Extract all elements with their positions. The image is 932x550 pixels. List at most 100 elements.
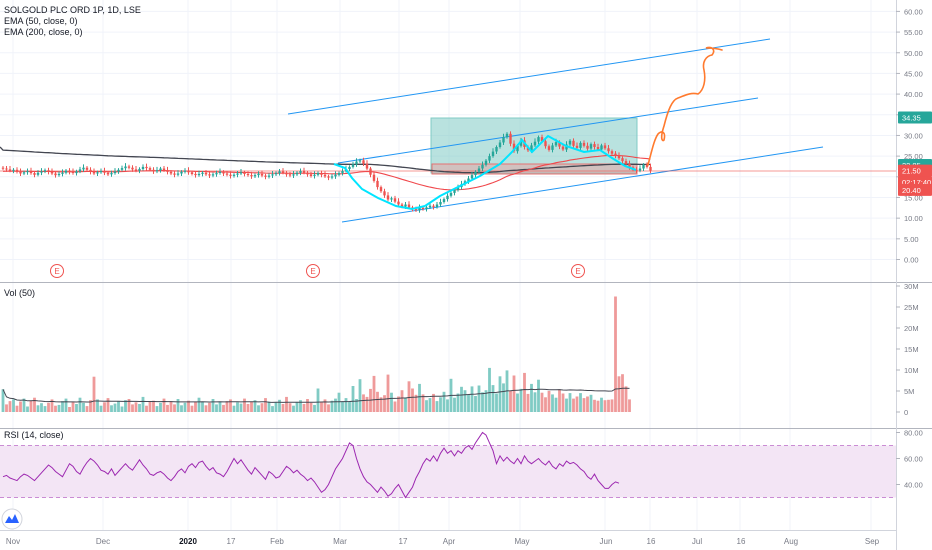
volume-axis[interactable]: 30M 25M 20M 15M 10M 5M 0 (896, 282, 919, 417)
volume-bar (565, 398, 568, 412)
volume-tick-label: 15M (904, 345, 919, 354)
candle (19, 168, 22, 176)
time-axis[interactable]: Nov Dec 2020 17 Feb Mar 17 Apr May Jun 16 Jul 16 Aug S… (6, 537, 880, 546)
time-tick-label: Aug (784, 537, 798, 546)
channel-line-2[interactable] (337, 97, 759, 164)
volume-bar (624, 386, 628, 412)
volume-bar (568, 393, 572, 412)
volume-bar (526, 393, 530, 412)
volume-bar (131, 404, 134, 412)
channel-line-1[interactable] (287, 38, 771, 115)
candle (232, 173, 236, 178)
volume-bar (267, 401, 271, 412)
candle (243, 170, 246, 177)
volume-bar (341, 401, 344, 412)
volume-bar (85, 406, 89, 412)
volume-bar (103, 402, 106, 412)
pattern-line-right[interactable] (424, 134, 637, 207)
candle (120, 165, 124, 172)
earnings-marker[interactable]: E (50, 264, 64, 278)
earnings-marker[interactable]: E (306, 264, 320, 278)
volume-bar (159, 402, 162, 412)
candle (509, 131, 512, 147)
volume-bar (463, 390, 467, 412)
candle (215, 170, 218, 177)
candle (152, 167, 155, 174)
symbol-title[interactable]: SOLGOLD PLC ORD 1P, 1D, LSE (4, 5, 141, 15)
candle (586, 142, 589, 152)
candle (204, 170, 208, 176)
ema50-legend[interactable]: EMA (50, close, 0) (4, 16, 78, 26)
rsi-tick-label: 40.00 (904, 481, 923, 490)
volume-bar (288, 403, 292, 412)
candle (295, 171, 299, 176)
volume-bar (362, 394, 365, 412)
candle (96, 170, 99, 176)
rsi-axis[interactable]: 80.00 60.00 40.00 (896, 429, 923, 490)
volume-bar (134, 402, 138, 412)
candle (82, 164, 85, 172)
volume-bar (197, 397, 201, 412)
rsi-legend[interactable]: RSI (14, close) (4, 430, 64, 440)
volume-bar (243, 398, 246, 412)
volume-bar (491, 385, 495, 412)
candle (131, 165, 134, 172)
price-label-badge: 21.50 (898, 164, 932, 177)
candle (194, 171, 197, 178)
candle (110, 170, 113, 177)
candle (477, 166, 481, 174)
volume-bar (540, 392, 544, 412)
volume-bar (607, 399, 610, 412)
volume-bar (302, 404, 306, 412)
volume-bar (442, 391, 446, 412)
volume-bar (117, 401, 120, 412)
price-axis[interactable]: 60.0055.0050.0045.0040.0035.0030.0025.00… (896, 7, 923, 265)
volume-bar (12, 399, 15, 412)
time-tick-label: Sep (865, 537, 880, 546)
candle (320, 170, 323, 178)
candle (568, 139, 572, 147)
volume-bar (239, 403, 243, 412)
volume-bar (162, 398, 166, 412)
candle (190, 170, 194, 176)
price-label-badge: 34.35 (898, 111, 932, 124)
volume-bar (456, 393, 460, 412)
candle (148, 166, 152, 172)
channel-line-3[interactable] (341, 146, 824, 223)
volume-bar (43, 406, 47, 412)
volume-bar (106, 398, 110, 412)
candle (358, 158, 362, 164)
ema200-legend[interactable]: EMA (200, close, 0) (4, 27, 83, 37)
volume-bar (99, 405, 103, 412)
candle (645, 162, 649, 169)
volume-bar (124, 400, 127, 412)
candle (113, 168, 117, 175)
volume-legend[interactable]: Vol (50) (4, 288, 35, 298)
candle (187, 167, 190, 175)
drawing-tools[interactable] (0, 38, 896, 223)
candle (383, 188, 386, 198)
volume-bar (36, 405, 40, 412)
volume-bar (57, 404, 61, 412)
volume-bar (484, 390, 488, 412)
volume-bar (22, 398, 26, 412)
volume-bar (274, 402, 278, 412)
candle (351, 161, 355, 169)
candle (484, 159, 488, 167)
candle (299, 168, 302, 176)
volume-bar (236, 402, 239, 412)
candle (456, 184, 460, 192)
earnings-marker[interactable]: E (571, 264, 585, 278)
ema-50-line (2, 154, 651, 191)
price-tick-label: 50.00 (904, 49, 923, 58)
volume-bar (187, 400, 190, 412)
candle (271, 171, 274, 179)
tradingview-logo-icon[interactable] (1, 508, 23, 530)
pattern-line-left[interactable] (333, 163, 426, 211)
candle (145, 163, 148, 171)
candle (89, 167, 92, 175)
candle (218, 168, 222, 175)
freehand-projection[interactable] (647, 46, 723, 166)
volume-bar (26, 406, 29, 412)
